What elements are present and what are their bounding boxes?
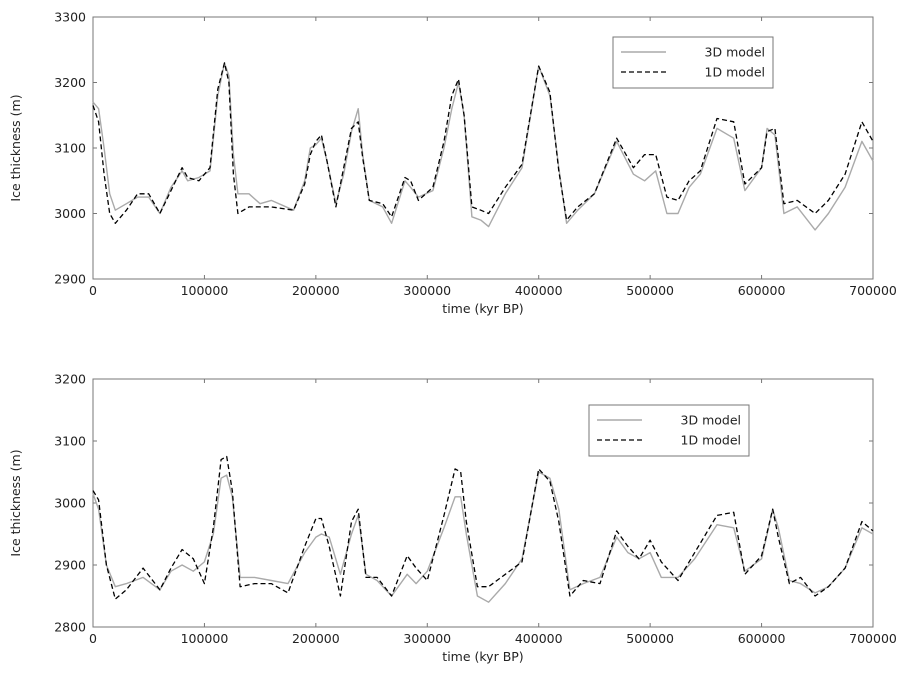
legend-label: 1D model	[705, 65, 765, 80]
x-tick-label: 700000	[849, 283, 897, 298]
x-tick-label: 300000	[403, 283, 451, 298]
plot-frame	[92, 378, 874, 628]
x-tick-label: 400000	[515, 631, 563, 646]
y-tick-label: 3100	[54, 141, 86, 156]
x-tick-label: 300000	[403, 631, 451, 646]
x-tick-label: 500000	[626, 631, 674, 646]
y-tick-label: 2800	[54, 620, 86, 635]
y-tick-label: 3200	[54, 75, 86, 90]
y-tick-label: 3300	[54, 10, 86, 25]
y-axis-label: Ice thickness (m)	[8, 449, 23, 556]
legend-label: 1D model	[681, 433, 741, 448]
y-tick-label: 3100	[54, 434, 86, 449]
series-line-3d-model	[92, 471, 874, 603]
x-tick-label: 100000	[181, 283, 229, 298]
legend-box	[612, 36, 774, 89]
x-tick-label: 0	[89, 631, 97, 646]
y-tick-label: 3000	[54, 206, 86, 221]
x-tick-label: 600000	[738, 283, 786, 298]
x-tick-label: 400000	[515, 283, 563, 298]
series-line-1d-model	[92, 455, 874, 600]
legend: 3D model 1D model	[612, 36, 774, 89]
y-tick-label: 2900	[54, 272, 86, 287]
x-tick-label: 200000	[292, 283, 340, 298]
chart-panel-top: 0 100000 200000 300000 400000 500000 600000 700…	[8, 10, 897, 317]
x-tick-label: 100000	[181, 631, 229, 646]
legend: 3D model 1D model	[588, 404, 750, 457]
x-tick-label: 0	[89, 283, 97, 298]
legend-label: 3D model	[705, 45, 765, 60]
y-axis-label: Ice thickness (m)	[8, 94, 23, 201]
chart-panel-bottom: 0 100000 200000 300000 400000 500000 600000 700…	[8, 372, 897, 665]
series-line-1d-model	[92, 62, 874, 224]
x-axis-label: time (kyr BP)	[442, 301, 523, 316]
y-tick-label: 3200	[54, 372, 86, 387]
x-tick-label: 600000	[738, 631, 786, 646]
x-tick-label: 700000	[849, 631, 897, 646]
x-tick-label: 500000	[626, 283, 674, 298]
x-tick-label: 200000	[292, 631, 340, 646]
y-tick-label: 3000	[54, 496, 86, 511]
legend-box	[588, 404, 750, 457]
legend-label: 3D model	[681, 413, 741, 428]
y-tick-label: 2900	[54, 558, 86, 573]
x-axis-label: time (kyr BP)	[442, 649, 523, 664]
